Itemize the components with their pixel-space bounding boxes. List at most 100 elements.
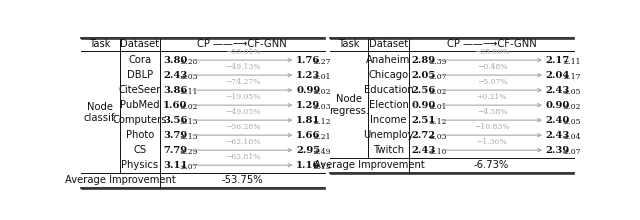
- Text: Anaheim: Anaheim: [366, 55, 411, 65]
- Text: −1.36%: −1.36%: [477, 138, 508, 146]
- Text: −53.61%: −53.61%: [225, 48, 260, 56]
- Text: 2.40: 2.40: [546, 116, 570, 125]
- Text: ±.11: ±.11: [562, 58, 580, 66]
- Text: +0.21%: +0.21%: [477, 93, 507, 101]
- Text: ±.07: ±.07: [562, 148, 580, 156]
- Text: 1.81: 1.81: [296, 116, 321, 125]
- Text: ±.02: ±.02: [428, 88, 446, 96]
- Text: CP ——⟶CF-GNN: CP ——⟶CF-GNN: [198, 40, 287, 50]
- Text: ±.04: ±.04: [562, 133, 580, 141]
- Text: ±.05: ±.05: [562, 88, 580, 96]
- Text: 2.05: 2.05: [412, 71, 436, 80]
- Text: 2.72: 2.72: [412, 131, 436, 140]
- Text: -53.75%: -53.75%: [221, 175, 263, 185]
- Text: Cora: Cora: [128, 55, 151, 65]
- Text: Physics: Physics: [121, 160, 158, 170]
- Text: Dataset: Dataset: [120, 40, 159, 50]
- Text: −19.05%: −19.05%: [225, 93, 260, 101]
- Text: Twitch: Twitch: [373, 145, 404, 155]
- Text: ±.02: ±.02: [562, 103, 580, 111]
- Text: 1.16: 1.16: [296, 161, 321, 170]
- Text: Unemploy: Unemploy: [364, 130, 413, 140]
- Text: Election: Election: [369, 100, 408, 110]
- Text: 2.43: 2.43: [163, 71, 188, 80]
- Text: Node
regress.: Node regress.: [329, 94, 369, 116]
- Text: ±.03: ±.03: [428, 133, 447, 141]
- Text: Computers: Computers: [113, 115, 167, 125]
- Text: 3.56: 3.56: [163, 116, 188, 125]
- Text: −62.16%: −62.16%: [225, 138, 260, 146]
- Text: 3.79: 3.79: [163, 131, 187, 140]
- Text: ±.13: ±.13: [179, 118, 198, 126]
- Text: 1.60: 1.60: [163, 101, 188, 110]
- Text: 7.79: 7.79: [163, 146, 187, 155]
- Text: −10.83%: −10.83%: [474, 123, 509, 131]
- Text: 2.39: 2.39: [546, 146, 570, 155]
- Text: 2.43: 2.43: [546, 131, 570, 140]
- Text: 0.90: 0.90: [412, 101, 436, 110]
- Text: ±.29: ±.29: [179, 148, 198, 156]
- Text: Node
classif.: Node classif.: [83, 102, 117, 123]
- Text: ±.01: ±.01: [312, 73, 331, 81]
- Text: 2.56: 2.56: [412, 86, 436, 95]
- Text: 2.43: 2.43: [412, 146, 436, 155]
- Text: Chicago: Chicago: [369, 70, 408, 80]
- Text: Dataset: Dataset: [369, 40, 408, 50]
- Text: PubMed: PubMed: [120, 100, 159, 110]
- Text: ±.17: ±.17: [562, 73, 580, 81]
- Text: Photo: Photo: [125, 130, 154, 140]
- Text: ±.21: ±.21: [312, 133, 331, 141]
- Text: 3.80: 3.80: [163, 56, 188, 65]
- Text: 1.29: 1.29: [296, 101, 321, 110]
- Text: 2.95: 2.95: [296, 146, 321, 155]
- Text: −4.58%: −4.58%: [477, 108, 507, 116]
- Text: ±.10: ±.10: [428, 148, 446, 156]
- Text: −49.05%: −49.05%: [225, 108, 260, 116]
- Text: -6.73%: -6.73%: [474, 160, 509, 170]
- Text: ±.05: ±.05: [562, 118, 580, 126]
- Text: −25.00%: −25.00%: [474, 48, 509, 56]
- Text: CP ——⟶CF-GNN: CP ——⟶CF-GNN: [447, 40, 536, 50]
- Text: ±.11: ±.11: [179, 88, 198, 96]
- Text: 0.99: 0.99: [296, 86, 321, 95]
- Text: ±.07: ±.07: [428, 73, 446, 81]
- Text: −0.48%: −0.48%: [477, 63, 507, 71]
- Text: CiteSeer: CiteSeer: [118, 85, 161, 95]
- Text: 3.86: 3.86: [163, 86, 188, 95]
- Text: 2.04: 2.04: [546, 71, 570, 80]
- Text: Average Improvement: Average Improvement: [314, 160, 424, 170]
- Text: ±.03: ±.03: [179, 73, 198, 81]
- Text: ±.39: ±.39: [428, 58, 447, 66]
- Text: Education: Education: [364, 85, 413, 95]
- Text: Task: Task: [338, 40, 360, 50]
- Text: −62.81%: −62.81%: [225, 153, 260, 161]
- Text: 1.76: 1.76: [296, 56, 321, 65]
- Text: DBLP: DBLP: [127, 70, 153, 80]
- Text: −49.13%: −49.13%: [225, 63, 260, 71]
- Text: 1.66: 1.66: [296, 131, 321, 140]
- Text: 1.23: 1.23: [296, 71, 321, 80]
- Text: 2.17: 2.17: [546, 56, 570, 65]
- Text: CS: CS: [133, 145, 146, 155]
- Text: ±.12: ±.12: [312, 118, 331, 126]
- Text: Average Improvement: Average Improvement: [65, 175, 175, 185]
- Text: ±.07: ±.07: [179, 163, 198, 171]
- Text: ±.02: ±.02: [179, 103, 198, 111]
- Text: ±.12: ±.12: [428, 118, 446, 126]
- Text: ±.03: ±.03: [312, 103, 331, 111]
- Text: ±.27: ±.27: [312, 58, 331, 66]
- Text: Task: Task: [90, 40, 111, 50]
- Text: −56.28%: −56.28%: [225, 123, 260, 131]
- Text: 0.90: 0.90: [546, 101, 570, 110]
- Text: 2.43: 2.43: [546, 86, 570, 95]
- Text: ±.01: ±.01: [428, 103, 446, 111]
- Text: 3.11: 3.11: [163, 161, 188, 170]
- Text: ±.13: ±.13: [312, 163, 331, 171]
- Text: Income: Income: [370, 115, 406, 125]
- Text: ±.13: ±.13: [179, 133, 198, 141]
- Text: ±.28: ±.28: [179, 58, 198, 66]
- Text: −5.07%: −5.07%: [477, 78, 507, 86]
- Text: ±.49: ±.49: [312, 148, 331, 156]
- Text: 2.51: 2.51: [412, 116, 436, 125]
- Text: 2.89: 2.89: [412, 56, 436, 65]
